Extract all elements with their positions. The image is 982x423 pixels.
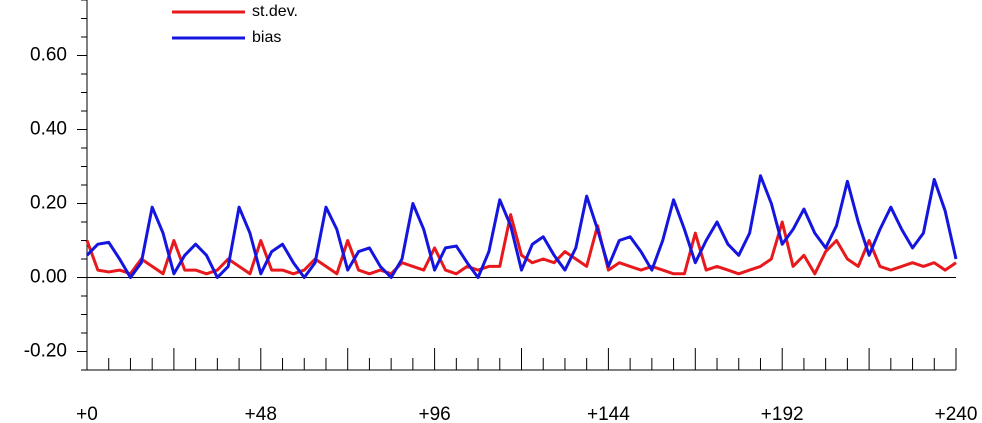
legend-label: st.dev. (252, 3, 298, 20)
y-tick-label: 0.60 (30, 45, 67, 66)
x-tick-label: +0 (76, 404, 98, 423)
y-tick-label: 0.40 (30, 119, 67, 140)
series-line (85, 174, 958, 279)
y-tick-label: -0.20 (24, 341, 67, 362)
y-tick-label: 0.20 (30, 193, 67, 214)
y-tick-label: 0.00 (30, 267, 67, 288)
x-tick-label: +48 (245, 404, 277, 423)
x-tick-label: +96 (418, 404, 450, 423)
x-tick-label: +240 (935, 404, 978, 423)
series-line (85, 213, 957, 276)
legend-label: bias (252, 29, 281, 46)
x-tick-label: +144 (587, 404, 630, 423)
x-tick-label: +192 (761, 404, 804, 423)
